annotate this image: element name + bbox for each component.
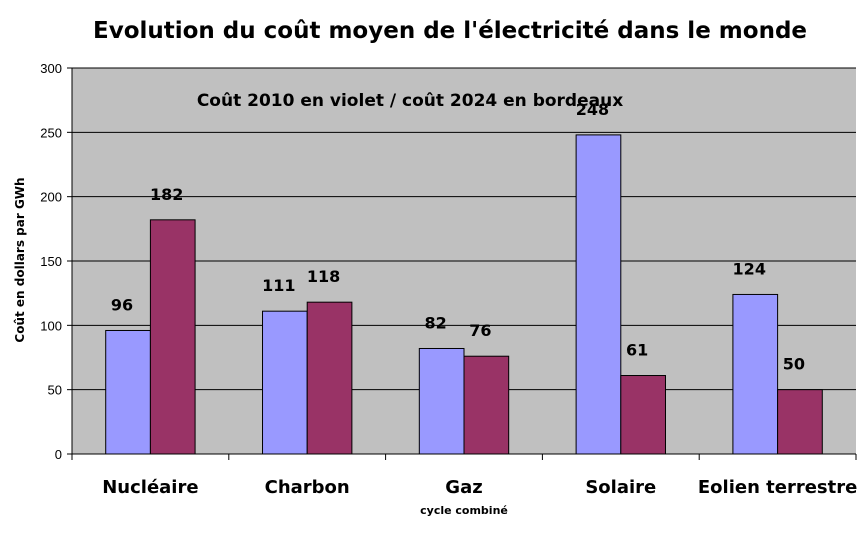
category-label: Charbon (265, 477, 350, 498)
y-tick-label: 300 (40, 61, 62, 76)
chart-title: Evolution du coût moyen de l'électricité… (93, 18, 807, 44)
y-tick-label: 250 (40, 125, 62, 140)
data-label: 124 (733, 259, 766, 278)
data-label: 82 (425, 313, 447, 332)
bar (418, 347, 465, 455)
y-tick-label: 100 (40, 318, 62, 333)
y-tick-label: 0 (55, 447, 62, 462)
data-label: 182 (150, 185, 183, 204)
data-label: 248 (576, 100, 609, 119)
category-label: Nucléaire (102, 477, 198, 498)
chart-subtitle: Coût 2010 en violet / coût 2024 en borde… (197, 91, 623, 111)
bar (620, 375, 666, 455)
category-label: Eolien terrestre (698, 477, 857, 498)
y-tick-labels: 0 50 100 150 200 250 300 (40, 61, 62, 462)
data-labels: 96 182 111 118 82 76 248 61 124 50 (111, 100, 805, 374)
bar (306, 301, 353, 455)
bar (105, 329, 151, 455)
category-label: Solaire (585, 477, 656, 498)
bar (262, 310, 308, 455)
y-tick-label: 200 (40, 190, 62, 205)
category-labels: Nucléaire Charbon Gaz cycle combiné Solaire E… (102, 477, 857, 517)
data-label: 118 (307, 267, 340, 286)
data-label: 61 (626, 341, 648, 360)
bar (777, 389, 823, 455)
bar (732, 293, 779, 455)
data-label: 50 (783, 355, 805, 374)
y-tick-label: 50 (48, 383, 62, 398)
bar (575, 134, 622, 455)
bar (149, 219, 196, 455)
y-axis-label: Coût en dollars par GWh (13, 177, 27, 342)
axes (67, 67, 857, 460)
y-tick-label: 150 (40, 254, 62, 269)
data-label: 111 (262, 276, 295, 295)
category-label: Gaz (445, 477, 482, 498)
bar (463, 355, 510, 455)
category-sublabel: cycle combiné (420, 504, 508, 517)
data-label: 76 (469, 321, 491, 340)
data-label: 96 (111, 295, 133, 314)
